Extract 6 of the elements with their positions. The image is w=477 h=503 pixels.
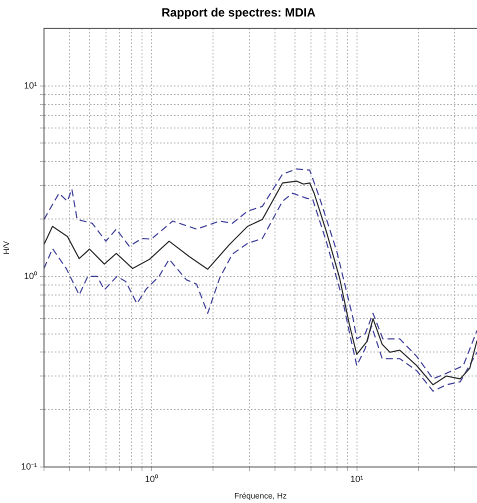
y-axis-title: H/V xyxy=(2,240,12,254)
chart-title: Rapport de spectres: MDIA xyxy=(161,6,316,20)
y-tick-label: 10⁻¹ xyxy=(20,461,37,472)
y-tick-label: 10¹ xyxy=(24,80,37,90)
y-tick-label: 10⁰ xyxy=(24,270,37,281)
x-axis-title: Fréquence, Hz xyxy=(234,491,287,500)
